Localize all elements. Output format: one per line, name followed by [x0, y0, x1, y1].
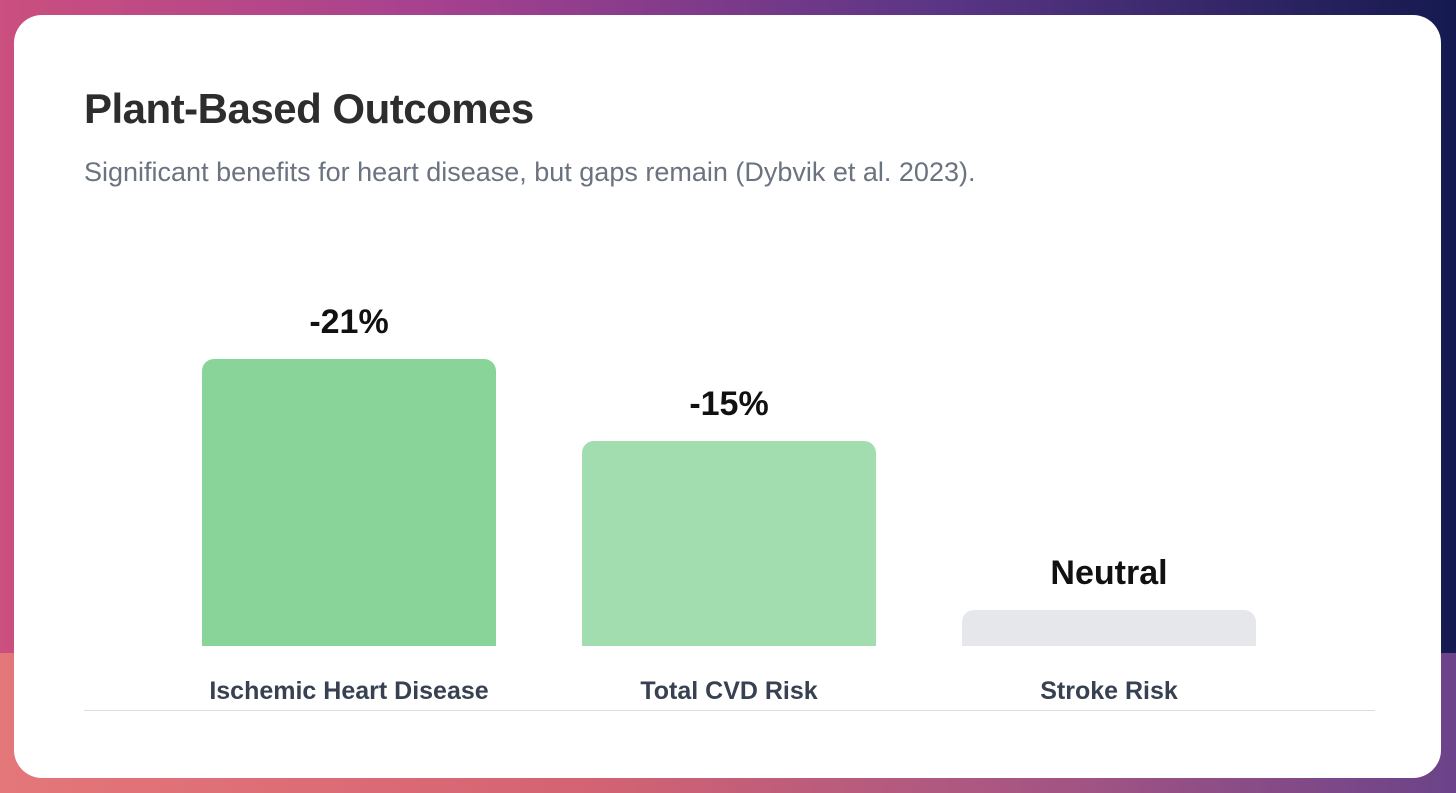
category-label: Stroke Risk: [1040, 677, 1178, 705]
bar-stroke-risk: [962, 610, 1256, 646]
chart-subtitle: Significant benefits for heart disease, …: [84, 157, 976, 187]
bar-value-label: Neutral: [1050, 554, 1168, 592]
x-axis-line: [84, 710, 1375, 711]
bar-ischemic-heart-disease: [202, 359, 496, 646]
bar-chart: -21% Ischemic Heart Disease -15% Total CVD …: [14, 15, 1441, 778]
category-label: Total CVD Risk: [640, 677, 818, 705]
page-title: Plant-Based Outcomes: [84, 85, 534, 132]
bar-value-label: -15%: [689, 385, 769, 423]
chart-card: Plant-Based Outcomes Significant benefit…: [14, 15, 1441, 778]
bar-value-label: -21%: [309, 303, 389, 341]
category-label: Ischemic Heart Disease: [209, 677, 489, 705]
bar-total-cvd-risk: [582, 441, 876, 646]
